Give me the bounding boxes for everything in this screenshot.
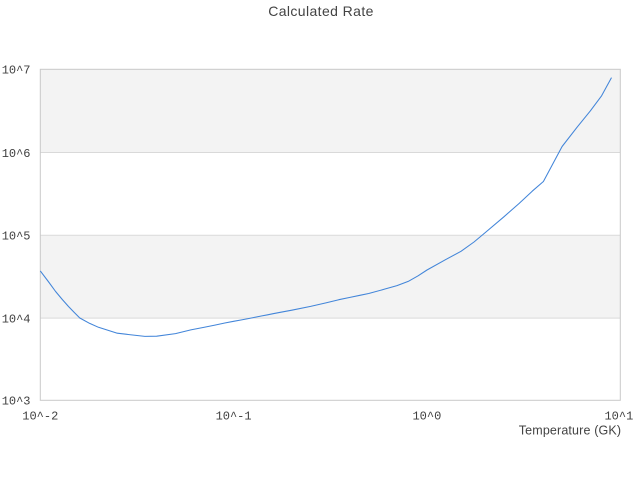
svg-text:10^4: 10^4	[2, 312, 31, 326]
svg-text:10^-1: 10^-1	[216, 409, 252, 423]
svg-text:10^3: 10^3	[2, 395, 31, 409]
svg-text:10^6: 10^6	[2, 147, 31, 161]
svg-text:10^7: 10^7	[2, 64, 31, 78]
svg-text:Calculated Rate: Calculated Rate	[268, 3, 374, 19]
svg-text:10^5: 10^5	[2, 230, 31, 244]
svg-text:Temperature (GK): Temperature (GK)	[519, 423, 621, 437]
svg-text:10^-2: 10^-2	[22, 409, 58, 423]
svg-text:10^0: 10^0	[412, 409, 441, 423]
svg-text:10^1: 10^1	[604, 409, 633, 423]
